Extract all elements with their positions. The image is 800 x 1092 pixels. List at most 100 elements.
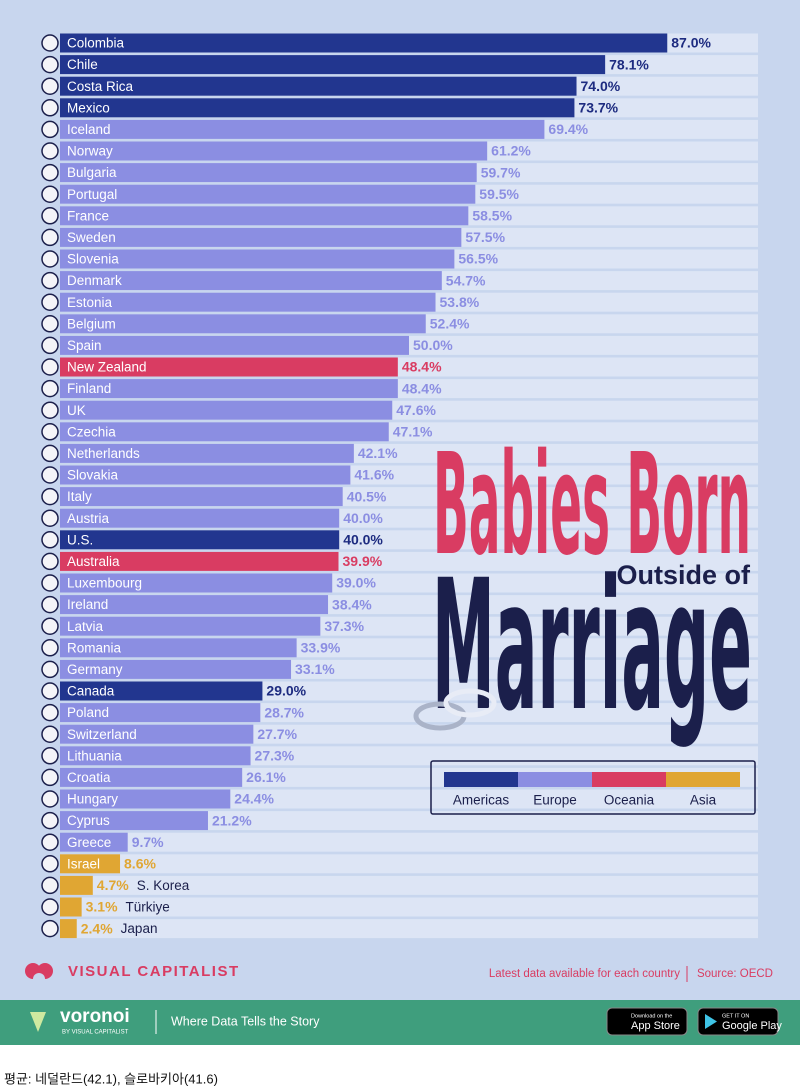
rings-icon [413, 688, 497, 731]
row-track [60, 875, 758, 895]
flag [41, 898, 59, 916]
flag [41, 423, 59, 441]
category-label: Romania [67, 640, 122, 655]
category-label: New Zealand [67, 360, 147, 375]
row-track [60, 789, 758, 809]
category-label: Costa Rica [67, 79, 134, 94]
category-label: Türkiye [126, 900, 170, 915]
bar [60, 487, 343, 507]
flag [41, 77, 59, 95]
flag [41, 142, 59, 160]
value-label: 38.4% [332, 596, 372, 612]
row-track [60, 919, 758, 939]
value-label: 57.5% [465, 229, 505, 245]
flag [41, 682, 59, 700]
category-label: Norway [67, 144, 113, 159]
value-label: 54.7% [446, 272, 486, 288]
value-label: 48.4% [402, 359, 442, 375]
category-label: Iceland [67, 122, 111, 137]
bar [60, 443, 354, 463]
value-label: 41.6% [354, 467, 394, 483]
flag [41, 466, 59, 484]
flag [41, 99, 59, 117]
play-icon [705, 1014, 717, 1029]
app-store-button[interactable] [606, 1007, 688, 1036]
value-label: 27.3% [255, 748, 295, 764]
category-label: Hungary [67, 792, 118, 807]
category-label: Greece [67, 835, 111, 850]
value-label: 52.4% [430, 316, 470, 332]
bar [60, 832, 128, 852]
category-label: Poland [67, 705, 109, 720]
category-label: Finland [67, 381, 111, 396]
vc-logo [25, 963, 53, 985]
category-label: Israel [67, 856, 100, 871]
bar [60, 465, 351, 485]
flag [41, 401, 59, 419]
value-label: 29.0% [266, 683, 306, 699]
value-label: 47.1% [393, 424, 433, 440]
bar [60, 573, 333, 593]
flag [41, 725, 59, 743]
category-label: Estonia [67, 295, 113, 310]
bar [60, 767, 243, 787]
bar [60, 746, 251, 766]
bar [60, 681, 263, 701]
value-label: 58.5% [472, 208, 512, 224]
bar [60, 335, 409, 355]
bar [60, 379, 398, 399]
flag [41, 185, 59, 203]
legend-swatch [444, 772, 518, 787]
value-label: 2.4% [81, 920, 113, 936]
category-label: Cyprus [67, 813, 110, 828]
google-play-button[interactable] [697, 1007, 779, 1036]
bar [60, 98, 575, 118]
flag [41, 379, 59, 398]
flag [41, 574, 59, 592]
category-label: Germany [67, 662, 123, 677]
value-label: 59.7% [481, 164, 521, 180]
voronoi-sub: BY VISUAL CAPITALIST [62, 1030, 129, 1036]
legend-label: Asia [690, 793, 717, 808]
flag [41, 444, 59, 463]
flag [41, 919, 59, 938]
flag [41, 336, 59, 355]
value-label: 48.4% [402, 380, 442, 396]
flag [41, 660, 59, 679]
bar [60, 227, 462, 247]
flag [41, 34, 59, 52]
flag [41, 833, 59, 851]
bar [60, 422, 389, 442]
play-small: GET IT ON [722, 1013, 749, 1019]
bar [60, 897, 82, 917]
bar [60, 184, 476, 204]
app-store: App Store [631, 1020, 680, 1032]
category-label: Ireland [67, 597, 108, 612]
source: Source: OECD [697, 968, 773, 980]
category-label: Italy [67, 489, 92, 504]
legend-label: Europe [533, 793, 577, 808]
value-label: 50.0% [413, 337, 453, 353]
flag [41, 271, 59, 290]
value-label: 56.5% [458, 251, 498, 267]
flag [41, 811, 59, 830]
category-label: Chile [67, 57, 98, 72]
value-label: 73.7% [578, 100, 618, 116]
category-label: Portugal [67, 187, 117, 202]
category-label: Denmark [67, 273, 122, 288]
value-label: 69.4% [548, 121, 588, 137]
bar [60, 530, 340, 550]
flag [41, 487, 59, 506]
category-label: Bulgaria [67, 165, 117, 180]
bar [60, 55, 606, 75]
bar [60, 292, 436, 312]
legend-label: Americas [453, 793, 510, 808]
value-label: 42.1% [358, 445, 398, 461]
category-label: Mexico [67, 100, 110, 115]
legend-swatch [666, 772, 740, 787]
value-label: 33.9% [301, 640, 341, 656]
google-play: Google Play [722, 1020, 782, 1032]
legend: Americas Europe Oceania Asia [444, 772, 740, 808]
